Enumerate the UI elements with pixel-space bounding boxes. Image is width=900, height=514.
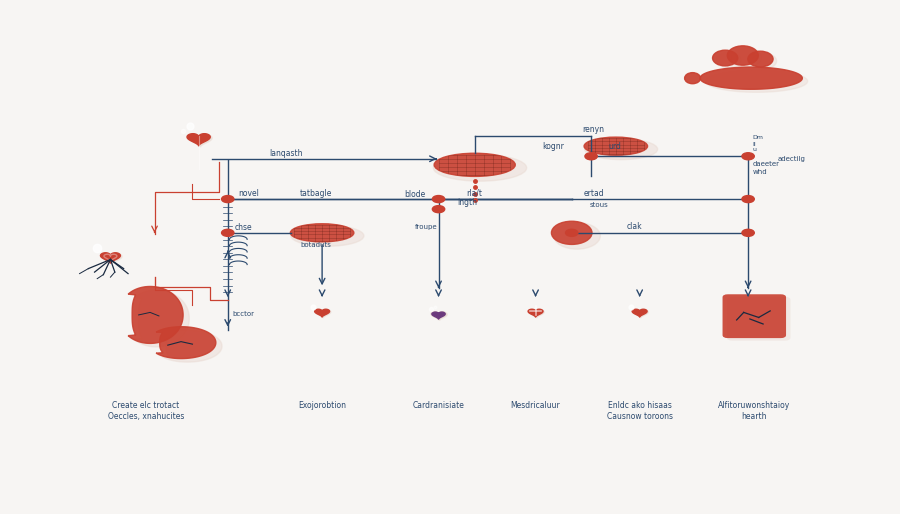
- Text: stous: stous: [590, 201, 608, 208]
- Text: Exojorobtion: Exojorobtion: [298, 400, 346, 410]
- Text: Dm: Dm: [752, 135, 763, 140]
- Text: lanqasth: lanqasth: [269, 149, 302, 158]
- Circle shape: [565, 229, 578, 236]
- Ellipse shape: [433, 155, 526, 181]
- Text: Alfitoruwonshtaioy
hearth: Alfitoruwonshtaioy hearth: [718, 400, 790, 421]
- Text: blode: blode: [404, 190, 426, 198]
- Text: ertad: ertad: [584, 189, 605, 197]
- Polygon shape: [432, 312, 446, 319]
- Text: urd: urd: [608, 142, 622, 151]
- Ellipse shape: [731, 48, 762, 67]
- Ellipse shape: [291, 226, 364, 246]
- Text: novel: novel: [238, 189, 259, 197]
- Polygon shape: [706, 70, 807, 93]
- Text: Enldc ako hisaas
Causnow toroons: Enldc ako hisaas Causnow toroons: [607, 400, 672, 421]
- Polygon shape: [187, 134, 211, 145]
- Ellipse shape: [585, 139, 658, 160]
- Text: tatbagle: tatbagle: [300, 189, 332, 197]
- Text: II: II: [752, 142, 756, 147]
- Polygon shape: [156, 327, 216, 359]
- Text: botaduts: botaduts: [300, 242, 331, 248]
- Ellipse shape: [752, 53, 777, 69]
- Ellipse shape: [554, 223, 600, 249]
- Ellipse shape: [685, 72, 700, 84]
- Ellipse shape: [727, 46, 759, 65]
- Text: Cardranisiate: Cardranisiate: [412, 400, 464, 410]
- Ellipse shape: [716, 52, 742, 68]
- Circle shape: [432, 195, 445, 203]
- Text: clak: clak: [626, 222, 642, 231]
- Circle shape: [742, 229, 754, 236]
- Circle shape: [742, 195, 754, 203]
- Ellipse shape: [434, 153, 516, 176]
- Circle shape: [221, 229, 234, 236]
- Text: renyn: renyn: [582, 125, 604, 134]
- Circle shape: [742, 153, 754, 160]
- Ellipse shape: [291, 224, 354, 242]
- Polygon shape: [528, 309, 543, 317]
- Polygon shape: [316, 310, 331, 318]
- Ellipse shape: [748, 51, 773, 67]
- Ellipse shape: [584, 137, 648, 155]
- Polygon shape: [189, 135, 212, 146]
- Polygon shape: [529, 310, 544, 318]
- Text: froupe: froupe: [415, 224, 437, 230]
- Circle shape: [221, 195, 234, 203]
- Circle shape: [432, 206, 445, 213]
- Polygon shape: [700, 67, 802, 89]
- Text: rla/t: rla/t: [466, 189, 482, 197]
- Text: adectilg: adectilg: [778, 156, 806, 162]
- Text: bcctor: bcctor: [232, 311, 254, 318]
- Polygon shape: [634, 310, 648, 318]
- Polygon shape: [134, 290, 189, 347]
- FancyBboxPatch shape: [723, 295, 786, 338]
- Polygon shape: [315, 309, 329, 317]
- Polygon shape: [632, 309, 647, 317]
- Ellipse shape: [552, 221, 592, 244]
- Circle shape: [585, 153, 598, 160]
- Text: kognr: kognr: [543, 142, 564, 151]
- Text: chse: chse: [235, 223, 252, 232]
- Ellipse shape: [713, 50, 738, 66]
- Polygon shape: [162, 330, 222, 362]
- Polygon shape: [432, 313, 447, 320]
- Polygon shape: [431, 312, 446, 320]
- Text: whd: whd: [752, 169, 767, 175]
- Polygon shape: [101, 253, 121, 263]
- Text: Create elc trotact
Oeccles, xnahucites: Create elc trotact Oeccles, xnahucites: [107, 400, 184, 421]
- Text: u: u: [752, 147, 757, 152]
- Text: daeeter: daeeter: [752, 161, 779, 168]
- Text: Mesdricaluur: Mesdricaluur: [510, 400, 561, 410]
- Text: ingth: ingth: [457, 197, 477, 207]
- Polygon shape: [102, 254, 122, 264]
- FancyBboxPatch shape: [727, 297, 790, 341]
- Polygon shape: [128, 286, 183, 343]
